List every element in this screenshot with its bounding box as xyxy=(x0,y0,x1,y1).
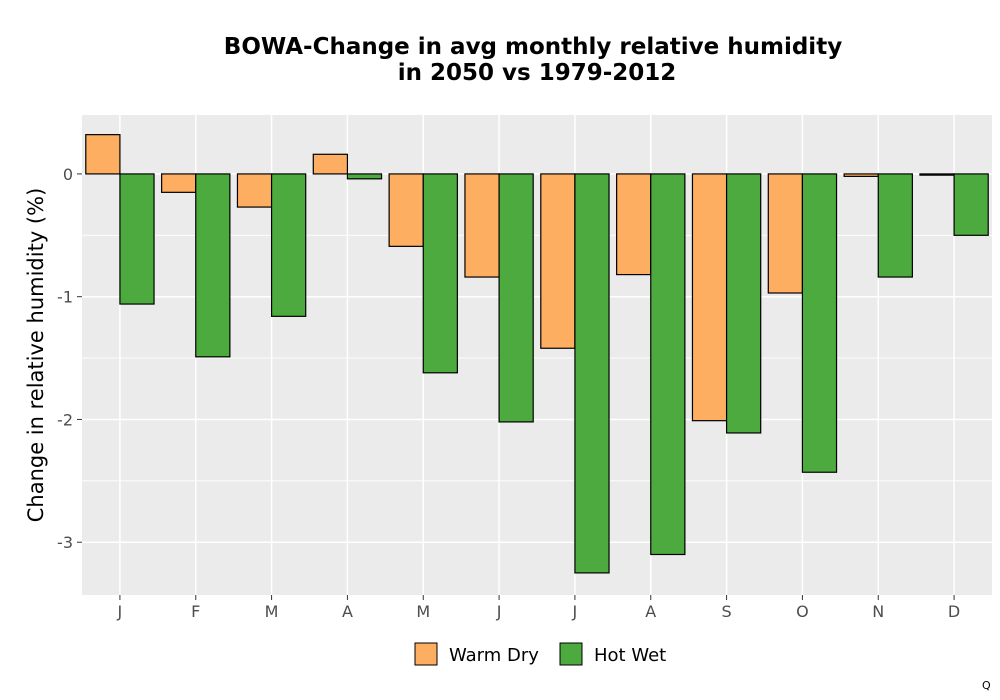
x-tick-label: A xyxy=(645,602,656,621)
axis-layer: 0 -1 -2 -3 J F M A M J J A S O N D xyxy=(57,165,960,621)
bar-warm-dry xyxy=(767,173,804,294)
bar-hot-wet xyxy=(801,173,838,473)
bar-hot-wet xyxy=(953,173,989,236)
legend-label-hot-wet: Hot Wet xyxy=(594,645,666,666)
bar-warm-dry xyxy=(236,173,273,208)
bar-hot-wet xyxy=(346,173,383,180)
chart-title-line-1: BOWA-Change in avg monthly relative humi… xyxy=(224,34,842,60)
bar-hot-wet xyxy=(498,173,534,423)
y-tick-label: -3 xyxy=(57,533,73,552)
bar-warm-dry xyxy=(85,134,121,175)
y-tick-label: -2 xyxy=(57,410,73,429)
bar-hot-wet xyxy=(119,173,155,305)
bar-warm-dry xyxy=(312,153,349,175)
y-axis-title: Change in relative humidity (%) xyxy=(24,188,48,523)
y-tick-label: -1 xyxy=(57,288,73,307)
bar-hot-wet xyxy=(650,173,686,556)
bar-warm-dry xyxy=(616,173,652,276)
bar-hot-wet xyxy=(574,173,610,574)
legend: Warm Dry Hot Wet xyxy=(414,642,666,666)
bar-warm-dry xyxy=(161,173,197,193)
bar-layer xyxy=(85,134,989,574)
x-tick-label: M xyxy=(265,602,279,621)
bar-hot-wet xyxy=(422,173,458,374)
legend-key-hot-wet xyxy=(559,642,583,666)
bar-warm-dry xyxy=(464,173,500,278)
bar-hot-wet xyxy=(877,173,913,278)
x-tick-label: M xyxy=(416,602,430,621)
x-tick-label: J xyxy=(117,602,123,621)
x-tick-label: A xyxy=(342,602,353,621)
bar-hot-wet xyxy=(270,173,307,317)
x-tick-label: O xyxy=(796,602,809,621)
chart-title-line-2: in 2050 vs 1979-2012 xyxy=(398,60,677,86)
bar-hot-wet xyxy=(195,173,231,358)
bar-warm-dry xyxy=(919,173,955,176)
bar-warm-dry xyxy=(843,173,879,177)
legend-label-warm-dry: Warm Dry xyxy=(449,645,539,666)
x-tick-label: F xyxy=(191,602,200,621)
bar-hot-wet xyxy=(725,173,762,434)
legend-key-warm-dry xyxy=(414,642,438,666)
y-tick-label: 0 xyxy=(63,165,73,184)
bar-warm-dry xyxy=(540,173,576,349)
bar-warm-dry xyxy=(691,173,728,422)
x-tick-label: D xyxy=(948,602,960,621)
x-tick-label: J xyxy=(496,602,502,621)
bar-warm-dry xyxy=(388,173,424,247)
corner-mark: Q xyxy=(982,679,991,692)
x-tick-label: J xyxy=(572,602,578,621)
x-tick-label: S xyxy=(722,602,732,621)
x-tick-label: N xyxy=(872,602,884,621)
plot-panel xyxy=(82,115,992,595)
